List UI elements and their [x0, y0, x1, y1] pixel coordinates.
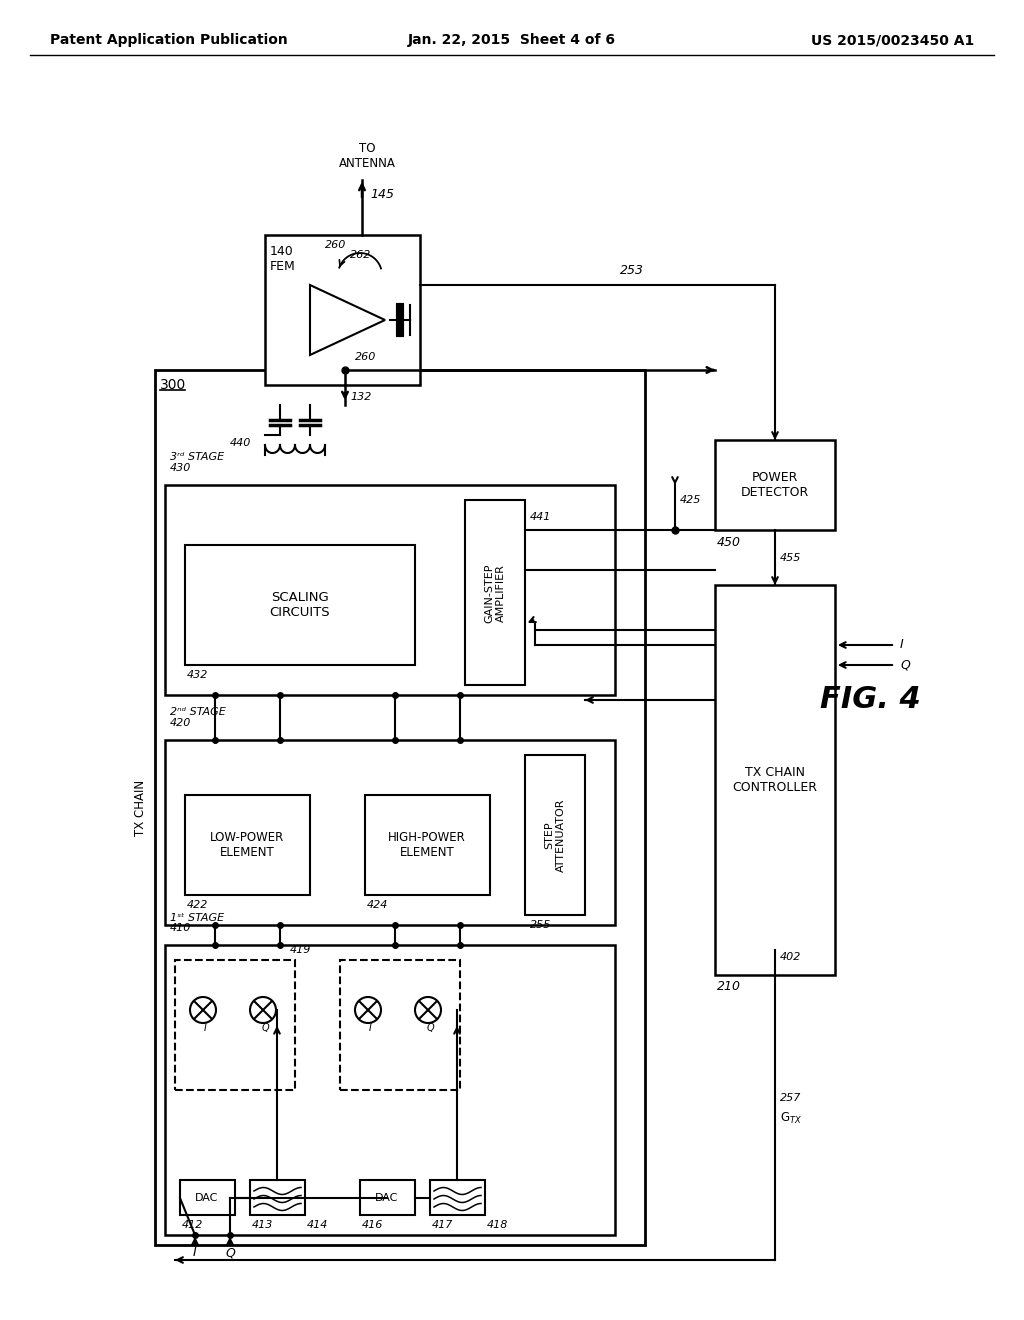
- Text: 262: 262: [350, 249, 372, 260]
- Text: 417: 417: [432, 1220, 454, 1230]
- Text: 402: 402: [780, 952, 802, 962]
- FancyBboxPatch shape: [175, 960, 295, 1090]
- Text: POWER
DETECTOR: POWER DETECTOR: [741, 471, 809, 499]
- Text: FEM: FEM: [270, 260, 296, 273]
- Text: I: I: [194, 1246, 197, 1259]
- FancyBboxPatch shape: [465, 500, 525, 685]
- Circle shape: [355, 997, 381, 1023]
- Text: TX CHAIN: TX CHAIN: [134, 780, 147, 836]
- FancyBboxPatch shape: [185, 795, 310, 895]
- FancyBboxPatch shape: [715, 440, 835, 531]
- Text: STEP
ATTENUATOR: STEP ATTENUATOR: [544, 799, 566, 871]
- Text: G$_{TX}$: G$_{TX}$: [780, 1110, 802, 1126]
- Text: 416: 416: [362, 1220, 383, 1230]
- Text: SCALING
CIRCUITS: SCALING CIRCUITS: [269, 591, 331, 619]
- Text: 424: 424: [367, 900, 388, 909]
- Text: I: I: [369, 1023, 372, 1034]
- FancyBboxPatch shape: [715, 585, 835, 975]
- Text: Jan. 22, 2015  Sheet 4 of 6: Jan. 22, 2015 Sheet 4 of 6: [408, 33, 616, 48]
- Text: 414: 414: [307, 1220, 329, 1230]
- Text: 3ʳᵈ STAGE: 3ʳᵈ STAGE: [170, 451, 224, 462]
- Text: FIG. 4: FIG. 4: [820, 685, 921, 714]
- Text: 441: 441: [530, 512, 551, 521]
- Text: 420: 420: [170, 718, 191, 729]
- FancyBboxPatch shape: [180, 1180, 234, 1214]
- Text: 145: 145: [370, 189, 394, 202]
- Text: 2ⁿᵈ STAGE: 2ⁿᵈ STAGE: [170, 708, 225, 717]
- FancyBboxPatch shape: [365, 795, 490, 895]
- Text: 440: 440: [230, 438, 251, 447]
- Text: 260: 260: [325, 240, 346, 249]
- Text: Patent Application Publication: Patent Application Publication: [50, 33, 288, 48]
- Text: TO
ANTENNA: TO ANTENNA: [339, 143, 395, 170]
- Text: 132: 132: [350, 392, 372, 403]
- FancyBboxPatch shape: [155, 370, 645, 1245]
- Text: 422: 422: [187, 900, 208, 909]
- FancyBboxPatch shape: [360, 1180, 415, 1214]
- Text: 210: 210: [717, 981, 741, 994]
- Text: 425: 425: [680, 495, 701, 506]
- Text: 300: 300: [160, 378, 186, 392]
- FancyBboxPatch shape: [265, 235, 420, 385]
- FancyBboxPatch shape: [165, 945, 615, 1236]
- Text: DAC: DAC: [376, 1193, 398, 1203]
- Text: TX CHAIN
CONTROLLER: TX CHAIN CONTROLLER: [732, 766, 817, 795]
- Text: 432: 432: [187, 671, 208, 680]
- FancyBboxPatch shape: [165, 741, 615, 925]
- Text: US 2015/0023450 A1: US 2015/0023450 A1: [811, 33, 974, 48]
- Text: 260: 260: [355, 352, 377, 362]
- Text: LOW-POWER
ELEMENT: LOW-POWER ELEMENT: [210, 832, 284, 859]
- Text: 140: 140: [270, 246, 294, 257]
- Circle shape: [190, 997, 216, 1023]
- Text: 450: 450: [717, 536, 741, 549]
- Text: I: I: [900, 639, 904, 652]
- Text: Q: Q: [225, 1246, 234, 1259]
- Text: 410: 410: [170, 923, 191, 933]
- Text: 418: 418: [487, 1220, 508, 1230]
- Text: DAC: DAC: [196, 1193, 219, 1203]
- Text: 412: 412: [182, 1220, 204, 1230]
- Text: 430: 430: [170, 463, 191, 473]
- Text: Q: Q: [426, 1023, 434, 1034]
- Text: 253: 253: [620, 264, 644, 277]
- Circle shape: [415, 997, 441, 1023]
- Text: 255: 255: [530, 920, 551, 931]
- FancyBboxPatch shape: [250, 1180, 305, 1214]
- Polygon shape: [310, 285, 385, 355]
- FancyBboxPatch shape: [430, 1180, 485, 1214]
- Text: 419: 419: [290, 945, 311, 954]
- Text: HIGH-POWER
ELEMENT: HIGH-POWER ELEMENT: [388, 832, 466, 859]
- Circle shape: [250, 997, 276, 1023]
- FancyBboxPatch shape: [185, 545, 415, 665]
- Text: 413: 413: [252, 1220, 273, 1230]
- Text: Q: Q: [261, 1023, 269, 1034]
- Text: 1ˢᵗ STAGE: 1ˢᵗ STAGE: [170, 913, 224, 923]
- Text: I: I: [204, 1023, 207, 1034]
- FancyBboxPatch shape: [340, 960, 460, 1090]
- Text: 257: 257: [780, 1093, 802, 1104]
- Text: Q: Q: [900, 659, 910, 672]
- Text: GAIN-STEP
AMPLIFIER: GAIN-STEP AMPLIFIER: [484, 564, 506, 623]
- Text: 455: 455: [780, 553, 802, 564]
- FancyBboxPatch shape: [525, 755, 585, 915]
- FancyBboxPatch shape: [165, 484, 615, 696]
